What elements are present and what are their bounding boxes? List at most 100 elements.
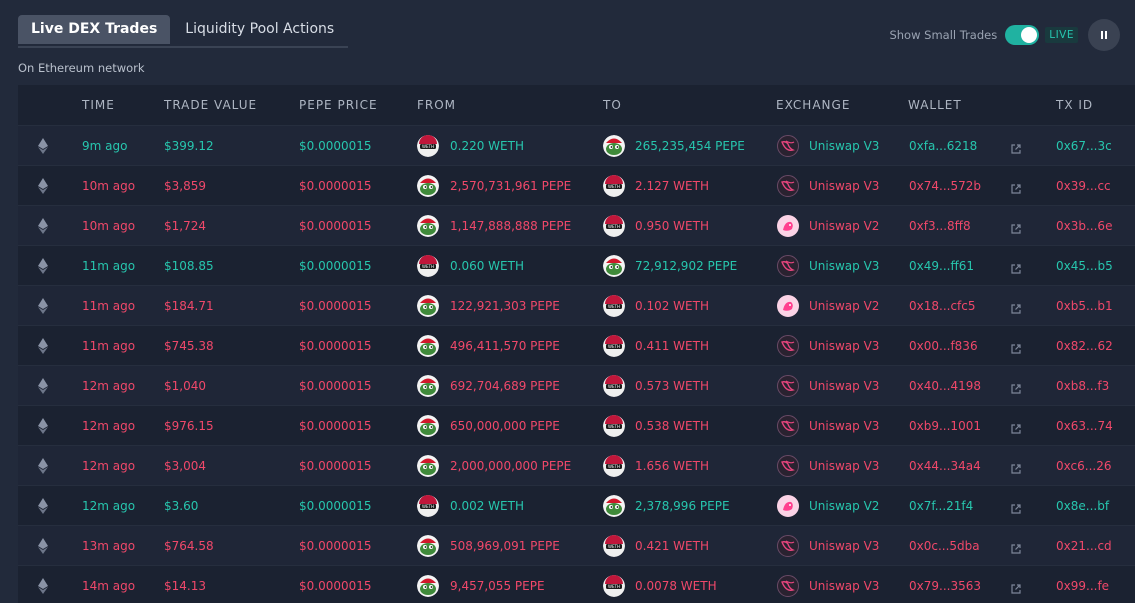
table-row[interactable]: 12m ago $976.15 $0.0000015 650,000,000 PEPE…: [18, 405, 1135, 445]
wallet-address[interactable]: 0x00...f836: [909, 339, 978, 353]
uniswap-v3-icon: [777, 415, 799, 437]
table-row[interactable]: 11m ago $184.71 $0.0000015 122,921,303 PEPE…: [18, 285, 1135, 325]
svg-text:WETH: WETH: [422, 504, 434, 509]
exchange-name[interactable]: Uniswap V3: [809, 139, 880, 153]
ethereum-icon: [38, 298, 48, 314]
table-row[interactable]: 10m ago $3,859 $0.0000015 2,570,731,961 PEP…: [18, 165, 1135, 205]
live-badge: LIVE: [1045, 27, 1078, 43]
table-body: 9m ago $399.12 $0.0000015 WETH 0.220 WETH 265…: [18, 125, 1135, 603]
table-row[interactable]: 10m ago $1,724 $0.0000015 1,147,888,888 PEP…: [18, 205, 1135, 245]
tx-id[interactable]: 0x8e...bf: [1056, 499, 1110, 513]
svg-text:WETH: WETH: [422, 144, 434, 149]
network-subtitle: On Ethereum network: [18, 61, 145, 75]
wallet-address[interactable]: 0x49...ff61: [909, 259, 974, 273]
ethereum-icon: [38, 338, 48, 354]
exchange-name[interactable]: Uniswap V3: [809, 419, 880, 433]
tx-id[interactable]: 0x82...62: [1056, 339, 1113, 353]
table-row[interactable]: 12m ago $3,004 $0.0000015 2,000,000,000 PEP…: [18, 445, 1135, 485]
tab-liquidity-pool-actions[interactable]: Liquidity Pool Actions: [185, 21, 335, 37]
external-link-icon[interactable]: [1010, 500, 1022, 514]
table-row[interactable]: 9m ago $399.12 $0.0000015 WETH 0.220 WETH 265…: [18, 125, 1135, 165]
external-link-icon[interactable]: [1010, 220, 1022, 234]
exchange-name[interactable]: Uniswap V3: [809, 259, 880, 273]
wallet-address[interactable]: 0x44...34a4: [909, 459, 981, 473]
exchange-name[interactable]: Uniswap V3: [809, 579, 880, 593]
col-wallet[interactable]: WALLET: [908, 98, 962, 112]
table-row[interactable]: 13m ago $764.58 $0.0000015 508,969,091 PEPE…: [18, 525, 1135, 565]
exchange-name[interactable]: Uniswap V2: [809, 219, 880, 233]
table-row[interactable]: 14m ago $14.13 $0.0000015 9,457,055 PEPE WET…: [18, 565, 1135, 603]
table-row[interactable]: 12m ago $3.60 $0.0000015 WETH 0.002 WETH 2,37…: [18, 485, 1135, 525]
weth-token-icon: WETH: [603, 535, 625, 557]
uniswap-v3-icon: [777, 175, 799, 197]
from-amount: 692,704,689 PEPE: [450, 379, 560, 393]
trade-value: $3,859: [164, 179, 206, 193]
exchange-name[interactable]: Uniswap V2: [809, 499, 880, 513]
from-amount: 1,147,888,888 PEPE: [450, 219, 572, 233]
external-link-icon[interactable]: [1010, 260, 1022, 274]
uniswap-v3-icon: [777, 455, 799, 477]
external-link-icon[interactable]: [1010, 300, 1022, 314]
tx-id[interactable]: 0x67...3c: [1056, 139, 1112, 153]
exchange-name[interactable]: Uniswap V3: [809, 539, 880, 553]
tx-id[interactable]: 0x3b...6e: [1056, 219, 1113, 233]
uniswap-v3-icon: [777, 575, 799, 597]
pepe-price: $0.0000015: [299, 259, 372, 273]
wallet-address[interactable]: 0x40...4198: [909, 379, 981, 393]
tx-id[interactable]: 0xb5...b1: [1056, 299, 1113, 313]
to-amount: 0.421 WETH: [635, 539, 709, 553]
external-link-icon[interactable]: [1010, 540, 1022, 554]
show-small-trades-toggle[interactable]: [1005, 25, 1040, 45]
external-link-icon[interactable]: [1010, 580, 1022, 594]
col-to[interactable]: TO: [603, 98, 622, 112]
weth-token-icon: WETH: [417, 255, 439, 277]
wallet-address[interactable]: 0x0c...5dba: [909, 539, 980, 553]
pepe-token-icon: [417, 375, 439, 397]
col-exchange[interactable]: EXCHANGE: [776, 98, 851, 112]
external-link-icon[interactable]: [1010, 140, 1022, 154]
exchange-name[interactable]: Uniswap V2: [809, 299, 880, 313]
tx-id[interactable]: 0x45...b5: [1056, 259, 1113, 273]
external-link-icon[interactable]: [1010, 180, 1022, 194]
tx-id[interactable]: 0xb8...f3: [1056, 379, 1110, 393]
table-row[interactable]: 11m ago $108.85 $0.0000015 WETH 0.060 WETH 72…: [18, 245, 1135, 285]
wallet-address[interactable]: 0xb9...1001: [909, 419, 981, 433]
wallet-address[interactable]: 0x79...3563: [909, 579, 981, 593]
col-from[interactable]: FROM: [417, 98, 457, 112]
trade-value: $184.71: [164, 299, 214, 313]
col-time[interactable]: TIME: [82, 98, 115, 112]
tx-id[interactable]: 0x21...cd: [1056, 539, 1112, 553]
external-link-icon[interactable]: [1010, 380, 1022, 394]
tx-id[interactable]: 0xc6...26: [1056, 459, 1112, 473]
ethereum-icon: [38, 578, 48, 594]
external-link-icon[interactable]: [1010, 420, 1022, 434]
trade-time: 11m ago: [82, 259, 136, 273]
col-tx-id[interactable]: TX ID: [1056, 98, 1094, 112]
col-pepe-price[interactable]: PEPE PRICE: [299, 98, 378, 112]
svg-text:WETH: WETH: [608, 544, 620, 549]
exchange-name[interactable]: Uniswap V3: [809, 339, 880, 353]
external-link-icon[interactable]: [1010, 340, 1022, 354]
col-trade-value[interactable]: TRADE VALUE: [164, 98, 258, 112]
table-row[interactable]: 11m ago $745.38 $0.0000015 496,411,570 PEPE…: [18, 325, 1135, 365]
wallet-address[interactable]: 0x7f...21f4: [909, 499, 974, 513]
trade-time: 11m ago: [82, 339, 136, 353]
svg-text:WETH: WETH: [608, 464, 620, 469]
tx-id[interactable]: 0x99...fe: [1056, 579, 1110, 593]
table-row[interactable]: 12m ago $1,040 $0.0000015 692,704,689 PEPE W…: [18, 365, 1135, 405]
tab-live-dex-trades[interactable]: Live DEX Trades: [18, 15, 171, 44]
trade-value: $745.38: [164, 339, 214, 353]
wallet-address[interactable]: 0x74...572b: [909, 179, 981, 193]
wallet-address[interactable]: 0xf3...8ff8: [909, 219, 971, 233]
exchange-name[interactable]: Uniswap V3: [809, 179, 880, 193]
external-link-icon[interactable]: [1010, 460, 1022, 474]
pause-button[interactable]: [1088, 19, 1120, 51]
exchange-name[interactable]: Uniswap V3: [809, 459, 880, 473]
svg-text:WETH: WETH: [608, 224, 620, 229]
wallet-address[interactable]: 0xfa...6218: [909, 139, 978, 153]
exchange-name[interactable]: Uniswap V3: [809, 379, 880, 393]
trade-value: $1,724: [164, 219, 206, 233]
tx-id[interactable]: 0x39...cc: [1056, 179, 1111, 193]
tx-id[interactable]: 0x63...74: [1056, 419, 1113, 433]
wallet-address[interactable]: 0x18...cfc5: [909, 299, 976, 313]
